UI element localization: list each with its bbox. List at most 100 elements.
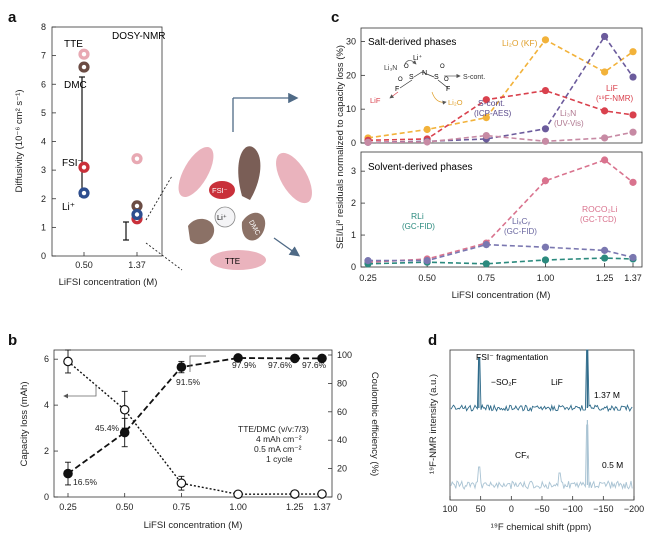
panel-a-y-ticks: 0 1 2 3 4 5 6 7 8 — [41, 22, 56, 261]
b-xtick-label: 0.50 — [116, 502, 134, 512]
svg-text:Li₃N: Li₃N — [384, 65, 397, 72]
c-point — [482, 241, 490, 249]
b-ytick-right-label: 20 — [337, 464, 347, 474]
svg-text:1 cycle: 1 cycle — [266, 454, 293, 464]
panel-c-x-ticks: 0.25 0.50 0.75 1.00 1.25 1.37 — [359, 263, 642, 283]
c-ytick-label: 0 — [351, 262, 356, 272]
a-point-center — [81, 51, 87, 57]
panel-c-bottom-title: Solvent-derived phases — [368, 162, 473, 173]
svg-text:LiF: LiF — [370, 96, 381, 105]
c-series-line — [367, 257, 634, 265]
b-point — [176, 478, 187, 489]
c-point — [482, 260, 490, 268]
c-ytick-label: 30 — [346, 37, 356, 47]
c-xtick-label: 0.75 — [478, 273, 496, 283]
b-ytick-left-label: 4 — [44, 400, 49, 410]
d-xtick-label: 0 — [509, 504, 514, 514]
panel-b: b 0 2 4 6 0 20 40 60 80 100 0.25 0.50 0.75 1.00 1.25… — [8, 332, 380, 531]
c-series-line — [367, 131, 634, 144]
d-xtick-label: −100 — [563, 504, 583, 514]
panel-c: c Salt-derived phases Solvent-derived ph… — [331, 9, 643, 301]
svg-text:91.5%: 91.5% — [176, 377, 201, 387]
c-series-line — [367, 159, 634, 264]
c-ytick-label: 10 — [346, 104, 356, 114]
b-xtick-label: 1.25 — [286, 502, 304, 512]
b-xtick-label: 0.75 — [173, 502, 191, 512]
panel-b-frame — [53, 349, 333, 498]
svg-text:45.4%: 45.4% — [95, 423, 120, 433]
b-ytick-left-label: 6 — [44, 354, 49, 364]
panel-d: d 100 50 0 −50 −100 −150 −200 FSI⁻ fragmentati… — [428, 332, 644, 533]
panel-b-y-left-label: Capacity loss (mAh) — [19, 382, 30, 467]
panel-c-top-marks — [364, 32, 637, 146]
c-series-line — [367, 89, 634, 142]
b-point — [119, 427, 130, 438]
c-point — [482, 131, 490, 140]
svg-text:0.5 mA cm⁻²: 0.5 mA cm⁻² — [254, 444, 302, 454]
a-point-center — [134, 212, 140, 217]
a-point-center — [81, 165, 87, 170]
panel-c-top-title: Salt-derived phases — [368, 37, 456, 48]
b-ytick-left-label: 0 — [44, 492, 49, 502]
ce-label-0: 16.5% — [73, 477, 98, 487]
a-point-center — [81, 64, 87, 70]
b-point — [289, 489, 300, 499]
svg-text:Li₂O: Li₂O — [448, 98, 463, 107]
b-ytick-right-label: 60 — [337, 407, 347, 417]
c-point — [601, 107, 609, 115]
c-point — [423, 138, 431, 146]
svg-text:(GC-FID): (GC-FID) — [504, 227, 537, 236]
svg-text:97.9%: 97.9% — [232, 360, 257, 370]
a-xtick-label: 1.37 — [128, 260, 146, 270]
d-trace-05M — [450, 424, 633, 491]
c-point — [541, 86, 550, 95]
c-point — [601, 134, 609, 142]
b-point — [119, 404, 130, 415]
b-point — [289, 353, 300, 364]
peak-label-lif: LiF — [551, 377, 563, 387]
svg-text:O: O — [398, 77, 403, 83]
c-point — [601, 246, 609, 254]
c-series-line — [368, 243, 634, 262]
b-xtick-label: 1.37 — [313, 502, 331, 512]
svg-text:(¹⁹F-NMR): (¹⁹F-NMR) — [596, 94, 634, 103]
panel-b-y-right-label: Coulombic efficiency (%) — [369, 372, 380, 476]
panel-c-bottom-ticks: 0 1 2 3 — [351, 166, 365, 272]
panel-a: a DOSY-NMR 0 1 2 3 4 5 6 7 8 0.50 1.37 Diffusivit… — [8, 9, 183, 288]
a-ytick-label: 3 — [41, 165, 46, 175]
c-ytick-label: 1 — [351, 230, 356, 240]
c-point — [541, 177, 550, 185]
panel-c-x-label: LiFSI concentration (M) — [452, 290, 551, 301]
a-ytick-label: 0 — [41, 251, 46, 261]
label-rooco: ROCO₂Li — [582, 204, 618, 214]
panel-d-x-ticks: 100 50 0 −50 −100 −150 −200 — [442, 496, 644, 514]
panel-a-label: a — [8, 9, 17, 26]
d-xtick-label: −200 — [624, 504, 644, 514]
label-dmc: DMC — [64, 80, 87, 91]
d-xtick-label: −50 — [534, 504, 549, 514]
label-li2o: Li₂O (KF) — [502, 38, 538, 48]
panel-d-x-label: ¹⁹F chemical shift (ppm) — [491, 522, 592, 533]
panel-a-x-label: LiFSI concentration (M) — [59, 277, 158, 288]
a-point-center — [134, 156, 140, 161]
b-point — [233, 353, 243, 363]
c-point — [629, 111, 637, 119]
svg-text:97.6%: 97.6% — [268, 360, 293, 370]
d-xtick-label: 100 — [442, 504, 457, 514]
a-ytick-label: 7 — [41, 51, 46, 61]
c-point — [601, 68, 609, 76]
a-point-center — [81, 190, 87, 196]
a-ytick-label: 2 — [41, 194, 46, 204]
panel-d-label: d — [428, 332, 437, 349]
svg-text:S: S — [434, 74, 439, 81]
b-ytick-left-label: 2 — [44, 446, 49, 456]
c-point — [541, 36, 550, 44]
svg-text:F: F — [395, 86, 399, 93]
panel-b-left-ticks: 0 2 4 6 — [44, 354, 58, 502]
c-point — [629, 253, 637, 262]
a-xtick-label: 0.50 — [75, 260, 93, 270]
a-ytick-label: 6 — [41, 79, 46, 89]
b-series-line — [67, 360, 322, 495]
panel-a-marks — [78, 48, 143, 225]
label-lif: LiF — [606, 83, 618, 93]
